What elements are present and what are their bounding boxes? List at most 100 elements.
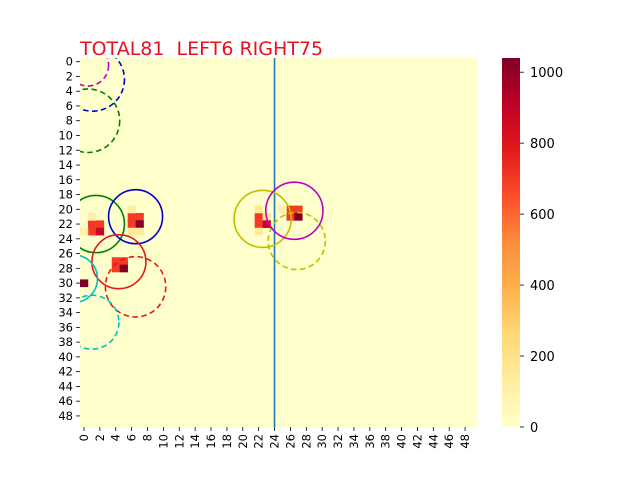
heatmap-cell [294, 212, 303, 221]
y-tick-label: 48 [58, 409, 73, 423]
heatmap-cell [111, 264, 120, 273]
y-tick-label: 38 [58, 335, 73, 349]
solid-circle [107, 188, 164, 245]
heatmap-cell [254, 212, 263, 221]
x-tick-label: 10 [156, 434, 170, 449]
x-tick-label: 6 [125, 434, 139, 441]
colorbar-tick-label: 600 [530, 208, 555, 223]
y-tick-label: 22 [58, 217, 73, 231]
y-tick-label: 30 [58, 276, 73, 290]
y-tick-label: 36 [58, 320, 73, 334]
x-tick-label: 26 [283, 434, 297, 449]
y-tick-label: 12 [58, 143, 73, 157]
heatmap-cell [127, 227, 136, 236]
solid-circle [80, 254, 99, 303]
colorbar-tick-label: 200 [530, 350, 555, 365]
heatmap-cell [80, 279, 89, 288]
colorbar-tick-label: 800 [530, 137, 555, 152]
y-axis: 0246810121416182022242628303234363840424… [58, 55, 80, 423]
x-tick-label: 22 [252, 434, 266, 449]
dashed-circle [104, 255, 167, 318]
y-tick-label: 20 [58, 202, 73, 216]
solid-circle [233, 189, 293, 249]
heatmap-cell [127, 220, 136, 229]
y-tick-label: 2 [66, 69, 73, 83]
heatmap-cell [254, 220, 263, 229]
y-tick-label: 42 [58, 365, 73, 379]
heatmap-cell [278, 205, 287, 214]
heatmap-cell [254, 227, 263, 236]
x-tick-label: 0 [77, 434, 91, 441]
dashed-circle [80, 294, 120, 350]
x-tick-label: 24 [268, 434, 282, 449]
y-tick-label: 40 [58, 350, 73, 364]
x-tick-label: 44 [426, 434, 440, 449]
heatmap-cell [87, 212, 97, 221]
dashed-circle [80, 58, 126, 112]
x-tick-label: 20 [236, 434, 250, 449]
x-axis: 0 2 4 6 8 10 12 14 16 18 20 22 24 26 28 30 32 34 36 38 40 42 4… [77, 427, 472, 449]
circles-layer [80, 58, 327, 350]
x-tick-label: 4 [109, 434, 123, 441]
y-tick-label: 16 [58, 173, 73, 187]
y-tick-label: 34 [58, 306, 73, 320]
x-tick-label: 42 [410, 434, 424, 449]
y-tick-label: 14 [58, 158, 73, 172]
solid-circle [91, 233, 147, 290]
dashed-circle [80, 58, 110, 87]
solid-circle [80, 194, 126, 254]
heatmap-cell [80, 227, 89, 236]
x-tick-label: 48 [458, 434, 472, 449]
colorbar-tick-label: 400 [530, 279, 555, 294]
x-tick-label: 32 [331, 434, 345, 449]
heatmap-cell [254, 205, 263, 214]
y-tick-label: 0 [66, 55, 73, 69]
heatmap-cell [111, 257, 120, 265]
heatmap-cell [119, 264, 128, 273]
y-tick-label: 44 [58, 379, 73, 393]
colorbar-tick-label: 1000 [530, 66, 563, 81]
colorbar-tick-label: 0 [530, 421, 538, 436]
x-tick-label: 16 [204, 434, 218, 449]
x-tick-label: 46 [442, 434, 456, 449]
heatmap-cell [262, 220, 271, 229]
y-tick-label: 18 [58, 188, 73, 202]
colorbar [502, 58, 520, 427]
heatmap-cell [135, 212, 144, 221]
heatmap-cells [80, 205, 303, 288]
chart-title: TOTAL81 LEFT6 RIGHT75 [80, 38, 324, 60]
x-tick-label: 30 [315, 434, 329, 449]
x-tick-label: 28 [299, 434, 313, 449]
x-tick-label: 36 [363, 434, 377, 449]
heatmap-cell [127, 212, 136, 221]
x-tick-label: 38 [379, 434, 393, 449]
heatmap-cell [87, 220, 97, 229]
y-tick-label: 4 [66, 84, 73, 98]
colorbar-axis: 0 200 400 600 800 1000 [520, 66, 563, 436]
x-tick-label: 8 [140, 434, 154, 441]
heatmap-cell [119, 257, 128, 265]
y-tick-label: 10 [58, 128, 73, 142]
x-tick-label: 2 [93, 434, 107, 441]
dashed-circle [80, 88, 121, 154]
y-tick-label: 32 [58, 291, 73, 305]
heatmap-cell [95, 220, 105, 229]
heatmap-cell [127, 205, 136, 214]
x-tick-label: 12 [172, 434, 186, 449]
y-tick-label: 8 [66, 114, 73, 128]
heatmap-cell [294, 205, 303, 214]
y-tick-label: 28 [58, 261, 73, 275]
x-tick-label: 34 [347, 434, 361, 449]
heatmap-cell [286, 205, 295, 214]
y-tick-label: 6 [66, 99, 73, 113]
dashed-circle [267, 211, 327, 271]
heatmap-cell [87, 227, 97, 236]
heatmap-cell [95, 227, 105, 236]
solid-circle [264, 181, 324, 241]
heatmap-cell [135, 220, 144, 229]
x-tick-label: 14 [188, 434, 202, 449]
heatmap-cell [135, 227, 144, 236]
y-tick-label: 24 [58, 232, 73, 246]
